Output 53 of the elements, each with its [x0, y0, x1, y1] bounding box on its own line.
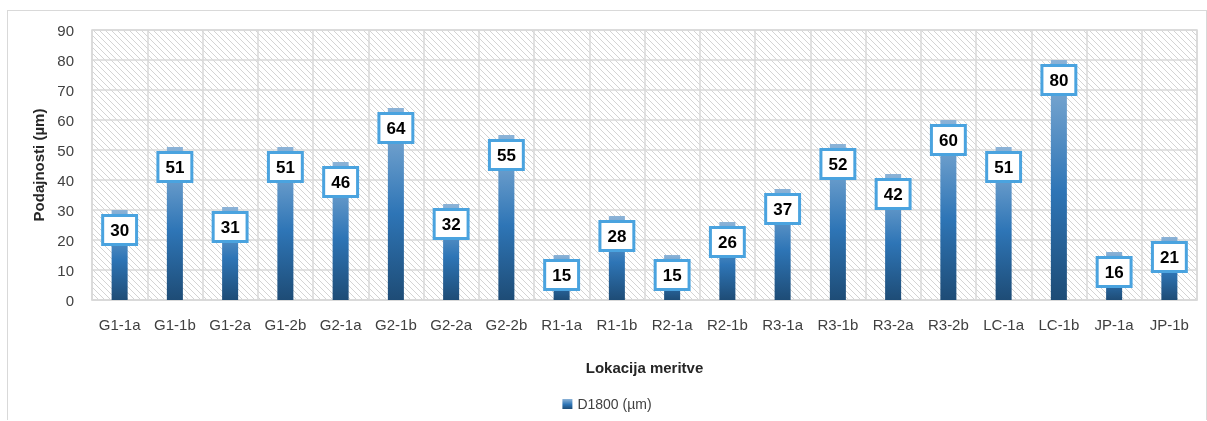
y-axis-title: Podajnosti (µm) [30, 108, 47, 222]
x-tick-label: JP-1b [1149, 316, 1189, 333]
x-tick-label: JP-1a [1094, 316, 1135, 333]
x-tick-label: G1-1b [154, 316, 196, 333]
data-label: 60 [938, 131, 958, 150]
y-tick-label: 60 [57, 111, 74, 129]
data-label: 64 [386, 119, 406, 138]
data-label: 51 [994, 158, 1014, 177]
data-label: 15 [662, 266, 682, 285]
y-tick-label: 20 [57, 231, 74, 249]
x-tick-label: R2-1b [706, 316, 748, 333]
x-tick-label: G1-1a [98, 316, 142, 333]
data-label: 51 [165, 158, 185, 177]
data-label: 21 [1159, 248, 1179, 267]
data-label: 51 [275, 158, 295, 177]
data-label: 55 [496, 146, 516, 165]
data-label: 32 [441, 215, 461, 234]
x-tick-label: R3-1b [817, 316, 859, 333]
data-label: 37 [773, 200, 793, 219]
legend-label: D1800 (µm) [577, 396, 652, 412]
data-label: 46 [331, 173, 351, 192]
y-tick-label: 30 [57, 201, 74, 219]
x-tick-label: LC-1b [1038, 316, 1080, 333]
y-tick-label: 40 [57, 171, 74, 189]
x-tick-label: R3-2a [872, 316, 915, 333]
x-tick-label: G2-2a [430, 316, 473, 333]
x-tick-label: R1-1b [596, 316, 638, 333]
data-label: 80 [1049, 71, 1069, 90]
y-tick-label: 90 [57, 21, 74, 39]
y-tick-label: 70 [57, 81, 74, 99]
data-label: 28 [607, 227, 627, 246]
data-label: 31 [220, 218, 240, 237]
x-tick-label: R1-1a [541, 316, 583, 333]
data-label: 30 [110, 221, 130, 240]
data-label: 15 [552, 266, 572, 285]
y-tick-label: 0 [65, 291, 74, 309]
y-tick-label: 10 [57, 261, 74, 279]
x-tick-label: G1-2a [209, 316, 252, 333]
x-tick-label: R3-1a [762, 316, 804, 333]
x-tick-label: LC-1a [983, 316, 1025, 333]
data-label: 26 [717, 233, 737, 252]
x-tick-label: G1-2b [264, 316, 307, 333]
x-tick-label: G2-1b [375, 316, 417, 333]
data-label: 16 [1104, 263, 1124, 282]
x-tick-label: G2-2b [485, 316, 528, 333]
data-label: 42 [883, 185, 903, 204]
y-tick-label: 50 [57, 141, 74, 159]
x-tick-label: R2-1a [651, 316, 694, 333]
y-tick-label: 80 [57, 51, 74, 69]
x-axis-title: Lokacija meritve [585, 359, 704, 376]
x-tick-label: R3-2b [927, 316, 969, 333]
data-label: 52 [828, 155, 848, 174]
x-tick-label: G2-1a [319, 316, 363, 333]
